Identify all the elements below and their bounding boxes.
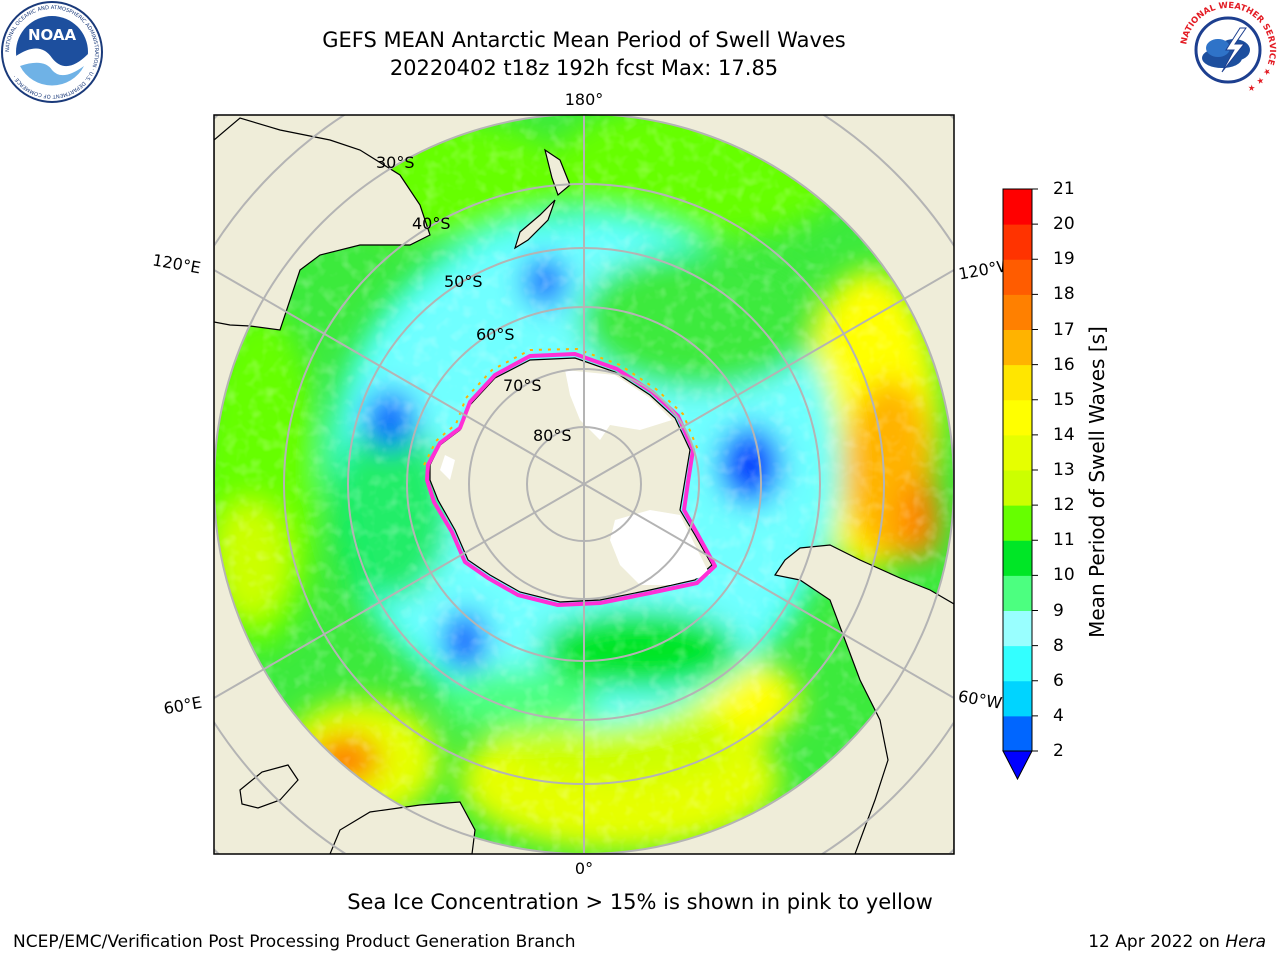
noaa-wordmark: NOAA — [28, 26, 77, 44]
colorbar-band — [1003, 294, 1032, 330]
map-frame — [213, 114, 955, 855]
colorbar-tick-label: 8 — [1053, 635, 1064, 656]
new-zealand-landmass — [513, 148, 571, 250]
africa-landmass — [329, 801, 476, 854]
nws-logo-icon: NATIONAL WEATHER SERVICE ★ ★ ★ — [1179, 1, 1277, 98]
colorbar — [1002, 188, 1038, 781]
colorbar-tick-label: 17 — [1053, 319, 1075, 340]
colorbar-band — [1003, 189, 1032, 225]
colorbar-tick-label: 15 — [1053, 389, 1075, 410]
credit-left: NCEP/EMC/Verification Post Processing Pr… — [13, 932, 576, 952]
colorbar-tick-label: 16 — [1053, 354, 1075, 375]
colorbar-band — [1003, 610, 1032, 647]
colorbar-band — [1003, 715, 1032, 752]
lat-label-40s: 40°S — [412, 214, 451, 233]
lon-label-60w: 60°W — [957, 686, 1004, 712]
sea-ice-fringe — [423, 347, 699, 466]
colorbar-tick-label: 11 — [1053, 530, 1075, 551]
amery-ice-shelf — [440, 455, 455, 480]
meridian-120w — [583, 269, 954, 485]
meridian-60w — [583, 483, 954, 699]
lon-label-60e: 60°E — [162, 693, 203, 718]
ross-ice-shelf — [565, 370, 672, 440]
colorbar-band — [1003, 505, 1032, 541]
credit-host: Hera — [1225, 932, 1266, 952]
colorbar-band — [1003, 364, 1032, 401]
colorbar-tick-label: 13 — [1053, 460, 1075, 480]
colorbar-tick-label: 2 — [1053, 741, 1064, 761]
sea-ice-edge — [425, 352, 717, 607]
lat-label-70s: 70°S — [503, 376, 542, 395]
colorbar-band — [1003, 329, 1032, 366]
colorbar-band — [1003, 680, 1032, 717]
lon-label-120e: 120°E — [151, 250, 202, 277]
colorbar-band — [1003, 399, 1032, 436]
colorbar-tick-label: 21 — [1053, 179, 1075, 199]
meridian-120e — [214, 269, 585, 485]
graticule — [214, 115, 954, 854]
colorbar-tick-label: 4 — [1053, 705, 1064, 726]
madagascar-landmass — [239, 764, 299, 809]
weddell-ice-shelf — [610, 510, 710, 585]
colorbar-band — [1003, 470, 1032, 506]
colorbar-band — [1003, 434, 1032, 471]
colorbar-tick-label: 20 — [1053, 214, 1075, 235]
lon-label-180: 180° — [565, 90, 604, 109]
credit-date: 12 Apr 2022 on — [1088, 932, 1220, 952]
chart-title: GEFS MEAN Antarctic Mean Period of Swell… — [322, 28, 846, 52]
noaa-logo-icon: NATIONAL OCEANIC AND ATMOSPHERIC ADMINIS… — [1, 1, 103, 103]
colorbar-tick-label: 18 — [1053, 284, 1075, 305]
colorbar-under-arrow — [1002, 750, 1033, 781]
sea-ice-note: Sea Ice Concentration > 15% is shown in … — [347, 890, 933, 914]
colorbar-tick-label: 9 — [1053, 600, 1064, 621]
lat-label-30s: 30°S — [376, 153, 415, 172]
lat-label-60s: 60°S — [476, 325, 515, 344]
colorbar-band — [1003, 259, 1032, 295]
colorbar-tick-label: 10 — [1053, 565, 1075, 586]
colorbar-tick-label: 14 — [1053, 424, 1075, 445]
chart-subtitle: 20220402 t18z 192h fcst Max: 17.85 — [389, 56, 779, 80]
ice-shelves — [440, 370, 710, 585]
lon-label-0: 0° — [575, 859, 593, 878]
credit-right: 12 Apr 2022 on Hera — [1088, 932, 1266, 952]
lat-label-80s: 80°S — [533, 426, 572, 445]
colorbar-tick-label: 6 — [1053, 670, 1064, 691]
colorbar-tick-label: 19 — [1053, 249, 1075, 270]
colorbar-tick-label: 12 — [1053, 495, 1075, 516]
south-america-landmass — [774, 544, 954, 854]
meridian-60e — [214, 483, 585, 699]
colorbar-band — [1003, 645, 1032, 682]
colorbar-band — [1003, 224, 1032, 260]
colorbar-label: Mean Period of Swell Waves [s] — [1085, 326, 1109, 638]
colorbar-band — [1003, 540, 1032, 576]
colorbar-band — [1003, 575, 1032, 611]
lat-label-50s: 50°S — [444, 272, 483, 291]
